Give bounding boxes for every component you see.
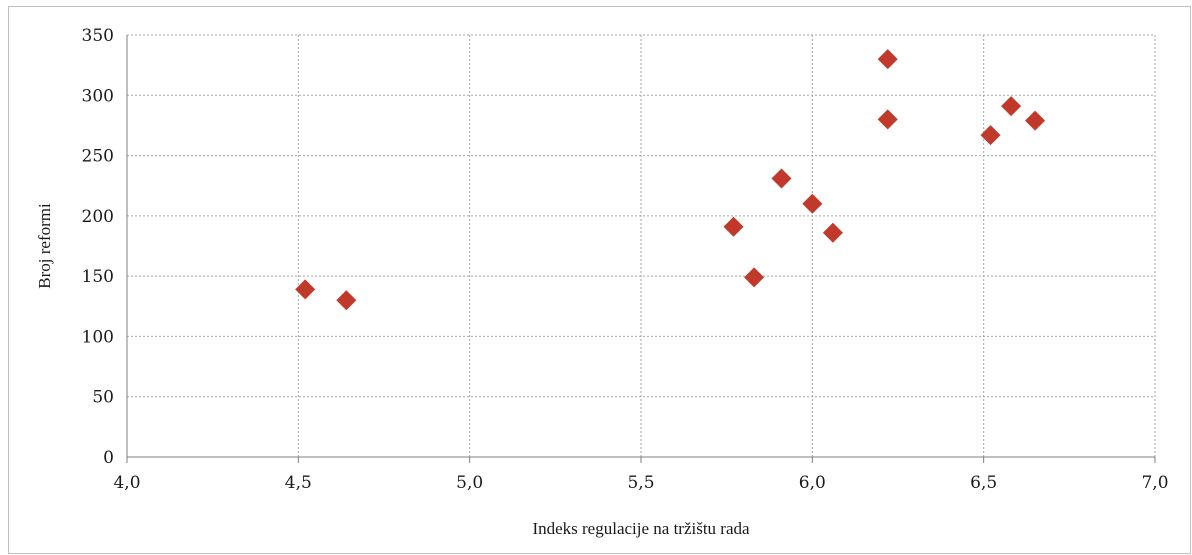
y-tick-label: 50 bbox=[92, 388, 114, 408]
x-tick-label: 6,0 bbox=[799, 473, 826, 493]
y-axis-title: Broj reformi bbox=[35, 203, 54, 289]
data-points bbox=[295, 49, 1046, 311]
data-point bbox=[877, 109, 898, 130]
x-tick-label: 5,5 bbox=[627, 473, 654, 493]
x-axis-title: Indeks regulacije na tržištu rada bbox=[532, 519, 750, 538]
x-tick-labels: 4,0 4,5 5,0 5,5 6,0 6,5 7,0 bbox=[113, 473, 1168, 493]
x-tick-label: 4,5 bbox=[285, 473, 312, 493]
data-point bbox=[822, 222, 843, 243]
chart-frame bbox=[8, 6, 1191, 554]
data-point bbox=[1001, 96, 1022, 117]
data-point bbox=[980, 125, 1001, 146]
y-tick-labels: 0 50 100 150 200 250 300 350 bbox=[82, 26, 114, 468]
data-point bbox=[802, 193, 823, 214]
data-point bbox=[877, 49, 898, 70]
grid-lines bbox=[127, 34, 1156, 457]
y-tick-label: 350 bbox=[82, 26, 114, 46]
x-tick-label: 7,0 bbox=[1141, 473, 1168, 493]
data-point bbox=[723, 216, 744, 237]
x-tick-label: 5,0 bbox=[456, 473, 483, 493]
x-tick-label: 6,5 bbox=[970, 473, 997, 493]
y-tick-label: 250 bbox=[82, 147, 114, 167]
x-tick-label: 4,0 bbox=[113, 473, 140, 493]
data-point bbox=[771, 168, 792, 189]
y-tick-label: 200 bbox=[82, 207, 114, 227]
data-point bbox=[336, 290, 357, 311]
data-point bbox=[295, 279, 316, 300]
y-tick-label: 300 bbox=[82, 86, 114, 106]
y-tick-label: 150 bbox=[82, 267, 114, 287]
axes bbox=[126, 35, 1156, 463]
data-point bbox=[744, 267, 765, 288]
y-tick-label: 0 bbox=[103, 448, 114, 468]
data-point bbox=[1025, 110, 1046, 131]
y-tick-label: 100 bbox=[82, 327, 114, 347]
